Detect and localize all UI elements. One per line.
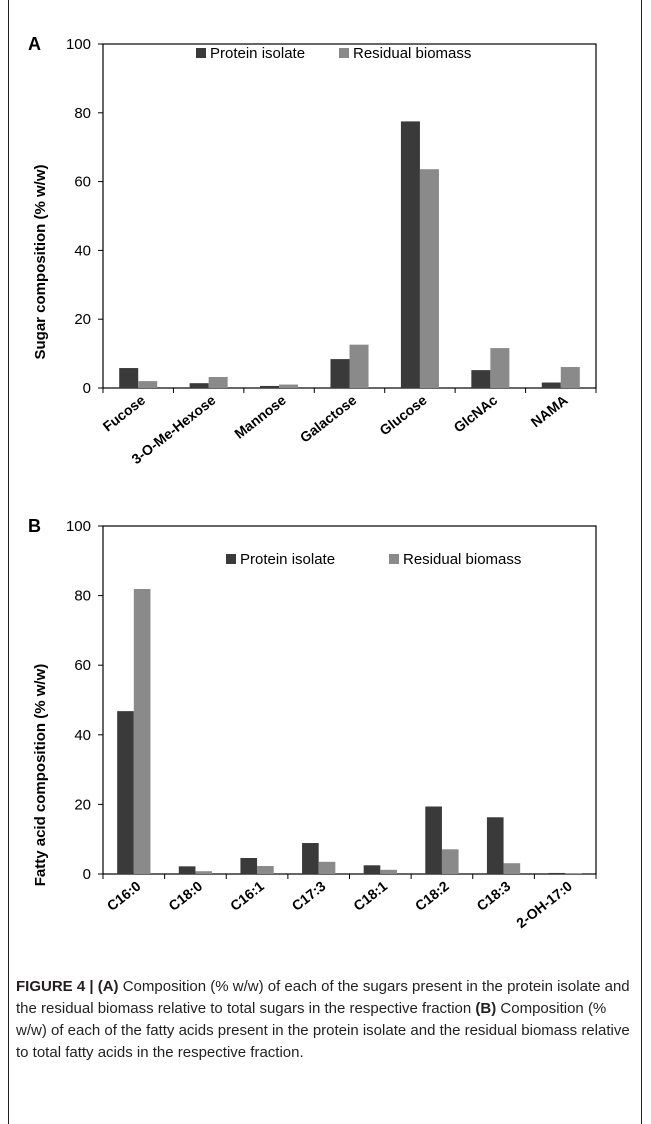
bar-protein-isolate [330,359,350,388]
figure-frame [8,0,642,1124]
legend-swatch [389,554,399,564]
bar-protein-isolate [548,872,566,874]
y-tick-label: 100 [66,36,91,53]
bar-protein-isolate [260,385,280,388]
y-tick-label: 100 [66,518,91,535]
y-tick-label: 40 [74,242,91,259]
x-tick-label: Galactose [297,392,360,446]
x-tick-label: 2-OH-17:0 [513,878,575,931]
panel-label: B [28,516,41,536]
bar-residual-biomass [503,863,521,874]
bar-protein-isolate [119,368,139,388]
x-tick-label: C18:0 [165,878,205,914]
legend-swatch [339,48,349,58]
y-tick-label: 0 [83,380,91,397]
bar-residual-biomass [318,861,336,874]
plot-area-frame [102,525,597,875]
chart-panel-a: A 0 20 40 60 80 100 Sugar composition (% w/w) Fu… [28,34,597,467]
y-tick-label: 60 [74,657,91,674]
legend-label: Protein isolate [210,45,305,62]
y-axis-label: Fatty acid composition (% w/w) [32,664,49,887]
bar-protein-isolate [400,121,420,389]
chart-panel-b: B 0 20 40 60 80 100 Fatty acid composition (% w… [28,516,597,931]
legend-label: Protein isolate [240,551,335,568]
bar-residual-biomass [195,871,213,874]
bar-protein-isolate [117,711,134,874]
x-tick-label: C17:3 [289,878,329,914]
x-tick-label: C18:3 [474,878,514,914]
x-tick-label: GlcNAc [450,392,500,436]
x-tick-label: C16:0 [104,878,144,914]
y-axis-label: Sugar composition (% w/w) [32,164,49,359]
caption-b-tag: (B) [475,1000,497,1017]
x-tick-label: C18:1 [350,878,390,914]
y-tick-label: 40 [74,727,91,744]
plot-area-frame [102,43,597,389]
bar-residual-biomass [257,865,274,874]
y-tick-label: 20 [74,311,91,328]
x-tick-label: Glucose [376,392,430,439]
bar-residual-biomass [419,169,439,388]
x-tick-label: Fucose [100,392,149,435]
bar-protein-isolate [302,843,319,874]
bar-protein-isolate [471,370,491,388]
bar-residual-biomass [349,344,369,388]
panel-label: A [28,34,41,54]
y-tick-label: 60 [74,174,91,191]
bar-residual-biomass [490,348,510,388]
legend-swatch [196,48,206,58]
bar-residual-biomass [279,384,299,388]
y-tick-label: 0 [83,866,91,883]
caption-label: FIGURE 4 | [16,978,98,995]
bar-residual-biomass [380,869,397,874]
y-tick-label: 80 [74,588,91,605]
bar-residual-biomass [208,376,228,388]
legend-label: Residual biomass [353,45,471,62]
bar-residual-biomass [133,588,151,874]
legend-swatch [226,554,236,564]
bar-protein-isolate [363,865,381,874]
figure-caption: FIGURE 4 | (A) Composition (% w/w) of ea… [16,976,634,1064]
x-tick-label: Mannose [231,392,289,442]
x-tick-label: NAMA [528,392,571,430]
x-tick-label: C16:1 [227,878,267,914]
y-tick-label: 20 [74,796,91,813]
bar-protein-isolate [240,857,258,874]
bar-protein-isolate [486,817,504,874]
caption-b-text: Composition (% w/w) of each of the fatty… [16,1000,630,1061]
caption-a-text: Composition (% w/w) of each of the sugar… [16,978,630,1017]
bar-residual-biomass [565,873,582,874]
bar-residual-biomass [138,381,158,388]
bar-protein-isolate [541,382,561,388]
legend-label: Residual biomass [403,551,521,568]
bar-residual-biomass [560,367,580,388]
caption-a-tag: (A) [97,978,119,995]
bar-residual-biomass [441,849,459,874]
bar-protein-isolate [425,806,442,874]
bar-protein-isolate [178,866,196,874]
bar-protein-isolate [189,383,209,388]
y-tick-label: 80 [74,105,91,122]
x-tick-label: C18:2 [412,878,452,914]
